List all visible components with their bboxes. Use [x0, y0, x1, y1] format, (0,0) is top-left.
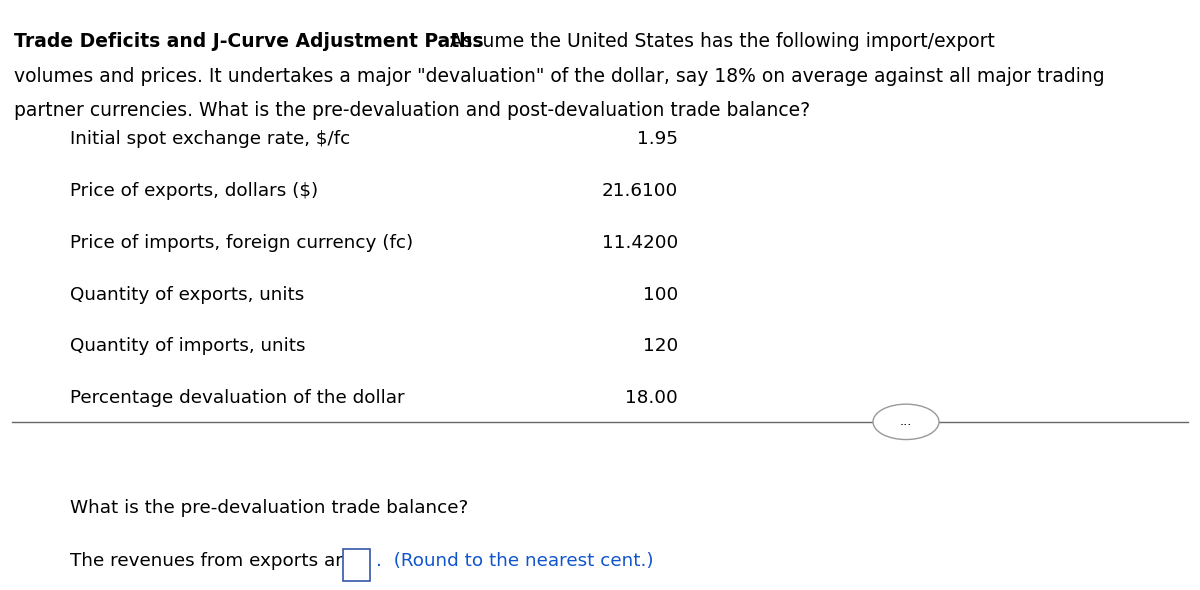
Text: What is the pre-devaluation trade balance?: What is the pre-devaluation trade balanc… [70, 499, 468, 517]
Text: Initial spot exchange rate, $/fc: Initial spot exchange rate, $/fc [70, 130, 350, 148]
Text: Price of exports, dollars ($): Price of exports, dollars ($) [70, 182, 318, 200]
Text: 18.00: 18.00 [625, 389, 678, 408]
Text: The revenues from exports are $: The revenues from exports are $ [70, 552, 371, 570]
Text: 21.6100: 21.6100 [601, 182, 678, 200]
Text: Quantity of imports, units: Quantity of imports, units [70, 337, 305, 356]
Text: Percentage devaluation of the dollar: Percentage devaluation of the dollar [70, 389, 404, 408]
Text: .  (Round to the nearest cent.): . (Round to the nearest cent.) [376, 552, 653, 570]
Text: Quantity of exports, units: Quantity of exports, units [70, 286, 304, 304]
Text: 120: 120 [643, 337, 678, 356]
Text: ...: ... [900, 415, 912, 428]
Text: . Assume the United States has the following import/export: . Assume the United States has the follo… [438, 32, 995, 51]
Text: Trade Deficits and J-Curve Adjustment Paths: Trade Deficits and J-Curve Adjustment Pa… [14, 32, 484, 51]
Text: 11.4200: 11.4200 [601, 234, 678, 252]
Text: volumes and prices. It undertakes a major "devaluation" of the dollar, say 18% o: volumes and prices. It undertakes a majo… [14, 67, 1105, 86]
Text: 100: 100 [643, 286, 678, 304]
Text: partner currencies. What is the pre-devaluation and post-devaluation trade balan: partner currencies. What is the pre-deva… [14, 101, 810, 120]
Text: Price of imports, foreign currency (fc): Price of imports, foreign currency (fc) [70, 234, 413, 252]
Text: 1.95: 1.95 [637, 130, 678, 148]
